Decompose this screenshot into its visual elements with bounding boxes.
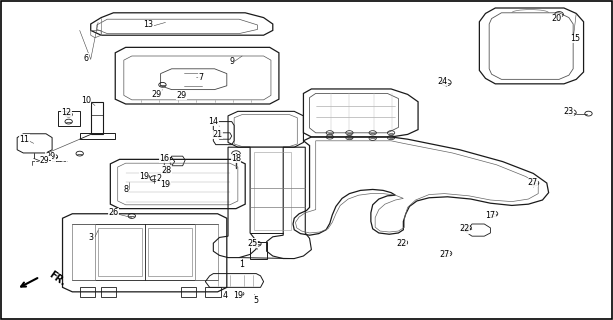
Text: 11: 11 <box>20 135 29 144</box>
Text: 19: 19 <box>161 180 170 189</box>
Text: 19: 19 <box>139 172 149 181</box>
Text: 1: 1 <box>240 260 245 269</box>
Text: 2: 2 <box>157 174 162 183</box>
Text: 24: 24 <box>438 77 447 86</box>
Text: 17: 17 <box>485 211 495 220</box>
Text: FR.: FR. <box>47 269 67 288</box>
Text: 23: 23 <box>564 108 574 116</box>
Text: 6: 6 <box>83 54 88 63</box>
Text: 18: 18 <box>231 154 241 163</box>
Text: 27: 27 <box>440 250 449 259</box>
Text: 25: 25 <box>248 239 257 248</box>
Text: 9: 9 <box>229 57 234 66</box>
Text: 3: 3 <box>88 233 93 242</box>
Text: 13: 13 <box>143 20 153 29</box>
Text: 22: 22 <box>397 239 406 248</box>
Text: 10: 10 <box>81 96 91 105</box>
Text: 19: 19 <box>233 291 243 300</box>
Text: 29: 29 <box>151 90 161 99</box>
Text: 26: 26 <box>109 208 118 217</box>
Text: 22: 22 <box>460 224 470 233</box>
Text: 16: 16 <box>159 154 169 163</box>
Text: 29-: 29- <box>40 156 52 165</box>
Text: 29: 29 <box>45 152 55 161</box>
Text: 29: 29 <box>177 91 186 100</box>
Text: 27: 27 <box>527 178 537 187</box>
Text: 21: 21 <box>213 130 223 139</box>
Text: 14: 14 <box>208 117 218 126</box>
Text: 12: 12 <box>61 108 71 117</box>
Text: 5: 5 <box>254 296 259 305</box>
Text: 4: 4 <box>223 292 228 300</box>
Text: 15: 15 <box>570 34 580 43</box>
Text: 20: 20 <box>552 14 562 23</box>
Text: 7: 7 <box>199 73 204 82</box>
Text: 8: 8 <box>123 185 128 194</box>
Text: 28: 28 <box>162 166 172 175</box>
